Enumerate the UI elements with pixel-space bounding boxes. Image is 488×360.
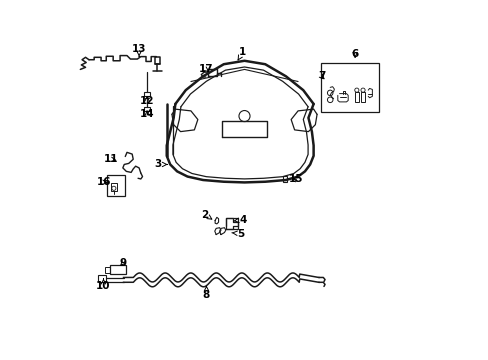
Bar xyxy=(144,92,149,96)
Text: 3: 3 xyxy=(154,159,167,170)
Bar xyxy=(354,91,358,102)
Bar xyxy=(143,107,150,111)
Bar xyxy=(226,218,237,229)
Text: 5: 5 xyxy=(231,229,244,239)
Text: 11: 11 xyxy=(103,154,118,164)
Text: 7: 7 xyxy=(317,71,325,81)
Text: 1: 1 xyxy=(238,47,246,60)
Bar xyxy=(361,91,364,102)
Text: 2: 2 xyxy=(201,210,211,220)
Text: 17: 17 xyxy=(198,64,213,75)
Text: 4: 4 xyxy=(233,215,246,225)
Text: 6: 6 xyxy=(351,49,358,59)
Text: 14: 14 xyxy=(140,109,154,119)
Text: 9: 9 xyxy=(119,258,126,268)
Bar xyxy=(282,176,287,182)
Text: 8: 8 xyxy=(203,287,210,300)
Bar xyxy=(110,184,117,191)
Text: 15: 15 xyxy=(288,174,303,184)
Bar xyxy=(104,267,109,273)
Bar xyxy=(109,265,126,274)
Bar xyxy=(107,175,124,195)
Bar xyxy=(320,63,378,112)
Text: 13: 13 xyxy=(132,44,146,57)
Text: 12: 12 xyxy=(140,95,154,105)
Bar xyxy=(98,275,106,282)
Text: 16: 16 xyxy=(97,177,111,188)
Text: 10: 10 xyxy=(96,279,110,292)
